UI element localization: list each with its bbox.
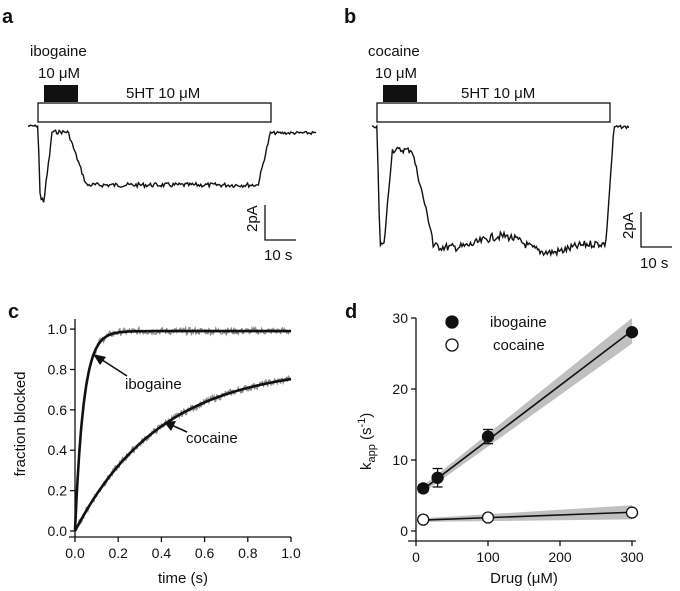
drug-application-bar-ibogaine	[44, 85, 78, 102]
panel-letter-b: b	[344, 6, 356, 28]
agonist-application-bar-b	[376, 102, 611, 123]
panel-letter-a: a	[2, 6, 14, 28]
panel-c-y-tick-label: 0.0	[48, 523, 68, 539]
panel-c-y-tick-label: 1.0	[48, 321, 68, 337]
arrow-ibogaine	[93, 354, 128, 377]
panel-d-axes: 0 100 200 300 0 10 20 30	[392, 310, 643, 565]
arrow-cocaine	[164, 421, 188, 433]
panel-c: c 0.0 0.2 0.4 0.6 0.8 1.0 0.0 0.2 0.4 0.6 0.8 1.0 t…	[8, 301, 301, 587]
panel-c-x-tick-label: 0.6	[195, 545, 215, 561]
panel-c-y-tick-label: 0.8	[48, 361, 68, 377]
panel-d-y-axis-label: kapp (s-1)	[356, 413, 378, 470]
agonist-application-bar-a	[37, 102, 272, 123]
legend-label-ibogaine: ibogaine	[490, 314, 547, 331]
annotation-cocaine: cocaine	[186, 430, 238, 447]
agonist-label-b: 5HT 10 μM	[461, 85, 535, 102]
panel-d-x-tick-label: 100	[476, 549, 500, 565]
current-trace-cocaine	[371, 124, 630, 258]
panel-d-x-axis-label: Drug (μM)	[490, 570, 558, 587]
legend-marker-ibogaine	[445, 315, 459, 329]
panel-c-axes: 0.0 0.2 0.4 0.6 0.8 1.0 0.0 0.2 0.4 0.6 0.8 1.0	[48, 319, 301, 561]
ylabel-sup: -1	[356, 418, 368, 428]
fit-curve-ibogaine	[73, 329, 291, 532]
panel-d-x-tick-label: 300	[620, 549, 644, 565]
fit-line-cocaine	[423, 511, 633, 521]
panel-d-x-tick-label: 200	[548, 549, 572, 565]
scale-current-a: 2pA	[244, 205, 261, 232]
data-point-ibogaine	[481, 430, 495, 443]
panel-d-plot	[417, 318, 639, 526]
data-point-ibogaine	[625, 326, 639, 339]
ylabel-unit-open: (s	[358, 427, 375, 444]
panel-b: b cocaine 10 μM 5HT 10 μM 2pA 10 s	[344, 6, 672, 272]
panel-d-y-tick-label: 0	[400, 523, 408, 539]
scale-time-a: 10 s	[264, 247, 292, 264]
panel-c-x-axis-label: time (s)	[158, 570, 208, 587]
data-point-cocaine	[417, 513, 430, 526]
scale-bar-b	[640, 212, 672, 248]
panel-d-y-tick-label: 20	[392, 381, 408, 397]
panel-letter-c: c	[8, 301, 19, 323]
panel-c-y-axis-label: fraction blocked	[12, 371, 29, 476]
current-trace-ibogaine	[27, 124, 317, 203]
panel-c-y-tick-label: 0.4	[48, 442, 68, 458]
raw-trace-cocaine	[74, 374, 292, 531]
legend-marker-cocaine	[445, 338, 459, 352]
panel-c-x-tick-label: 1.0	[281, 545, 301, 561]
fit-line-ibogaine	[422, 330, 633, 490]
data-point-cocaine	[481, 511, 495, 524]
scale-bar-a	[264, 205, 296, 241]
panel-letter-d: d	[345, 301, 357, 323]
data-point-ibogaine	[417, 482, 430, 495]
drug-application-bar-cocaine	[383, 85, 417, 102]
agonist-label-a: 5HT 10 μM	[126, 85, 200, 102]
panel-a: a ibogaine 10 μM 5HT 10 μM 2pA 10 s	[2, 6, 317, 264]
panel-d-x-tick-label: 0	[412, 549, 420, 565]
ylabel-main: k	[358, 462, 375, 470]
panel-c-plot	[73, 325, 292, 532]
panel-c-x-tick-label: 0.2	[108, 545, 128, 561]
panel-c-x-tick-label: 0.8	[238, 545, 258, 561]
panel-d-y-tick-label: 10	[392, 452, 408, 468]
panel-c-x-tick-label: 0.0	[65, 545, 85, 561]
ylabel-sub: app	[366, 444, 378, 462]
annotation-ibogaine: ibogaine	[125, 376, 182, 393]
panel-c-y-tick-label: 0.6	[48, 402, 68, 418]
scale-current-b: 2pA	[620, 212, 637, 239]
fit-curve-cocaine	[73, 377, 292, 532]
data-point-ibogaine	[431, 471, 444, 484]
panel-c-x-tick-label: 0.4	[152, 545, 172, 561]
drug-label-ibogaine: ibogaine	[30, 43, 87, 60]
raw-trace-ibogaine	[74, 325, 292, 531]
panel-c-y-tick-label: 0.2	[48, 483, 68, 499]
scale-time-b: 10 s	[640, 255, 668, 272]
drug-label-cocaine: cocaine	[368, 43, 420, 60]
panel-d: d 0 100 200 300 0 10 20 30 Drug (μM) kapp (s-1)…	[345, 301, 644, 587]
legend-label-cocaine: cocaine	[493, 337, 545, 354]
drug-conc-cocaine: 10 μM	[375, 65, 417, 82]
drug-conc-ibogaine: 10 μM	[38, 65, 80, 82]
data-point-cocaine	[625, 506, 639, 519]
ylabel-unit-close: )	[358, 413, 375, 418]
panel-d-y-tick-label: 30	[392, 310, 408, 326]
